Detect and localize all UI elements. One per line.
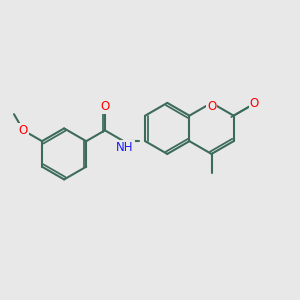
Text: O: O	[250, 97, 259, 110]
Text: NH: NH	[116, 141, 134, 154]
Text: O: O	[100, 100, 110, 113]
Text: O: O	[19, 124, 28, 137]
Text: O: O	[207, 100, 216, 113]
